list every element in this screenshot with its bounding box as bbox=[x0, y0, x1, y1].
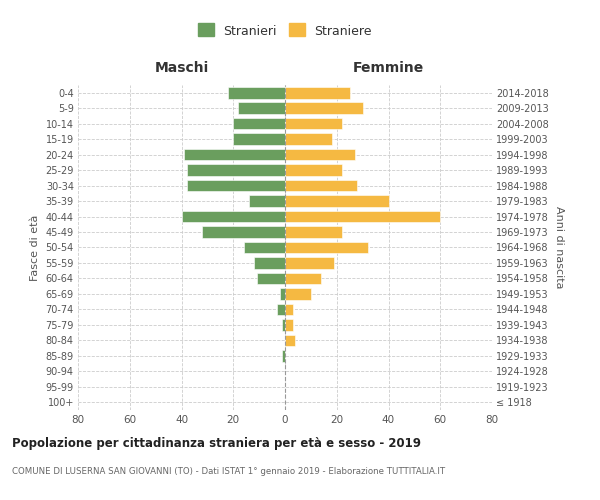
Bar bbox=[283, 350, 285, 362]
Bar bbox=[285, 272, 321, 284]
Bar bbox=[184, 149, 285, 160]
Bar bbox=[285, 164, 342, 176]
Bar bbox=[285, 134, 332, 145]
Bar bbox=[277, 304, 285, 315]
Bar bbox=[280, 288, 285, 300]
Bar bbox=[285, 180, 358, 192]
Bar bbox=[187, 164, 285, 176]
Bar bbox=[285, 87, 350, 99]
Bar bbox=[285, 304, 293, 315]
Bar bbox=[249, 196, 285, 207]
Bar bbox=[202, 226, 285, 238]
Text: Maschi: Maschi bbox=[154, 61, 209, 75]
Bar bbox=[285, 196, 389, 207]
Bar bbox=[283, 319, 285, 330]
Bar bbox=[254, 257, 285, 269]
Bar bbox=[285, 288, 311, 300]
Bar bbox=[244, 242, 285, 254]
Bar bbox=[285, 118, 342, 130]
Text: COMUNE DI LUSERNA SAN GIOVANNI (TO) - Dati ISTAT 1° gennaio 2019 - Elaborazione : COMUNE DI LUSERNA SAN GIOVANNI (TO) - Da… bbox=[12, 468, 445, 476]
Text: Femmine: Femmine bbox=[353, 61, 424, 75]
Bar bbox=[285, 242, 368, 254]
Bar bbox=[285, 257, 334, 269]
Bar bbox=[257, 272, 285, 284]
Bar bbox=[285, 102, 362, 114]
Bar bbox=[228, 87, 285, 99]
Bar bbox=[187, 180, 285, 192]
Legend: Stranieri, Straniere: Stranieri, Straniere bbox=[194, 21, 376, 42]
Text: Popolazione per cittadinanza straniera per età e sesso - 2019: Popolazione per cittadinanza straniera p… bbox=[12, 438, 421, 450]
Bar bbox=[285, 319, 293, 330]
Bar bbox=[182, 210, 285, 222]
Y-axis label: Fasce di età: Fasce di età bbox=[30, 214, 40, 280]
Bar bbox=[285, 210, 440, 222]
Bar bbox=[233, 118, 285, 130]
Y-axis label: Anni di nascita: Anni di nascita bbox=[554, 206, 565, 288]
Bar bbox=[238, 102, 285, 114]
Bar bbox=[285, 334, 295, 346]
Bar bbox=[285, 149, 355, 160]
Bar bbox=[285, 226, 342, 238]
Bar bbox=[233, 134, 285, 145]
